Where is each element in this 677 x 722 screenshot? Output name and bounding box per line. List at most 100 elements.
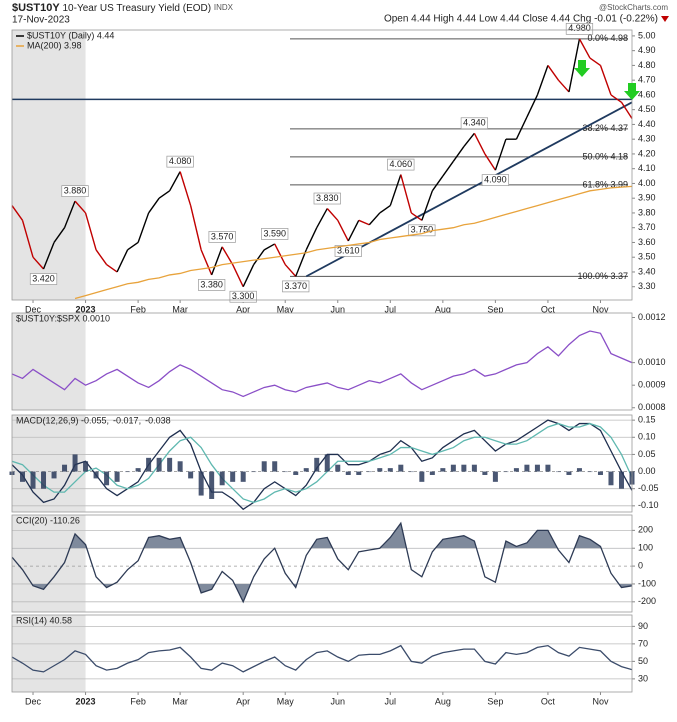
series-line [12,419,632,511]
price-segment [599,65,612,96]
y-tick-label: 0.00 [638,466,656,476]
histogram-bar [41,471,47,489]
y-tick-label: 0.05 [638,449,656,459]
price-segment [106,264,118,273]
fib-label: 100.0% 3.37 [577,271,628,281]
price-segment [358,219,370,226]
price-segment [84,212,97,251]
price-segment [463,132,475,147]
histogram-bar [261,461,267,472]
data-label: 3.420 [32,273,55,283]
histogram-bar [377,468,383,472]
date: 17-Nov-2023 [12,15,70,26]
prior-year-shade [12,313,86,410]
price-segment [421,190,433,221]
exchange: INDX [214,3,234,12]
histogram-bar [335,464,341,472]
fib-label: 61.8% 3.99 [582,179,628,189]
fib-label: 38.2% 4.37 [582,123,628,133]
x-tick-label: Feb [130,304,146,314]
price-segment [515,116,528,140]
panel-border [11,514,633,613]
prior-year-shade [12,515,86,612]
price-segment [74,200,87,214]
label-box [208,231,236,243]
price-segment [116,249,129,273]
histogram-bar [104,471,110,486]
source: @StockCharts.com [599,3,668,12]
price-segment [494,138,507,171]
price-segment [442,160,454,177]
histogram-bar [83,461,89,472]
histogram-bar [440,468,446,472]
histogram-bar [167,457,173,472]
y-tick-label: 0.15 [638,415,656,425]
price-segment [95,249,108,265]
label-box [460,117,488,130]
legend-entry: $UST10Y (Daily) 4.44 [27,30,114,40]
instrument-name: 10-Year US Treasury Yield (EOD) [62,3,211,14]
price-segment [32,256,45,270]
x-tick-label: Feb [130,696,146,706]
x-tick-label: Dec [25,696,42,706]
histogram-bar [282,471,288,473]
x-tick-label: Aug [435,304,451,314]
price-segment [452,146,465,162]
histogram-bar [398,464,404,472]
panel-background [12,313,632,410]
price-segment [379,205,391,214]
price-segment [263,243,276,251]
price-segment [179,171,192,206]
histogram-bar [408,471,414,473]
x-tick-label: Sep [487,304,503,314]
y-tick-label: 0.0008 [638,402,666,412]
price-segment [211,246,223,276]
histogram-bar [429,471,435,475]
legend-entry: MA(200) 3.98 [27,40,82,50]
label-box [481,174,510,187]
histogram-bar [503,471,509,473]
panels: 5.00 4.90 4.80 4.70 4.60 4.50 4.40 4.30 4.20 4.10… [9,23,666,706]
y-tick-label: 3.50 [638,252,656,262]
price-segment [127,241,139,251]
price-segment [410,212,423,221]
y-tick-label: 3.90 [638,193,656,203]
y-tick-label: 4.80 [638,60,656,70]
data-label: 4.980 [568,23,591,33]
price-segment [610,94,622,103]
histogram-bar [146,457,152,472]
price-segment [137,212,150,243]
label-box [29,273,58,285]
x-tick-label: Jun [331,696,346,706]
y-tick-label: 4.10 [638,163,656,173]
price-segment [253,249,265,265]
down-icon [661,16,669,22]
price-segment [347,220,360,242]
series-line [74,185,632,300]
price-segment [400,174,412,214]
y-tick-label: -0.05 [638,483,659,493]
data-label: 3.590 [263,228,286,238]
histogram-bar [62,464,68,472]
histogram-bar [272,461,278,472]
histogram-bar [251,471,257,473]
y-tick-label: 4.00 [638,178,656,188]
histogram-bar [114,471,120,482]
price-segment [547,65,560,81]
y-tick-label: 70 [638,638,648,648]
price-segment [316,208,328,229]
histogram-bar [555,471,561,473]
histogram-bar [93,471,99,479]
price-segment [42,242,55,270]
y-tick-label: 50 [638,656,648,666]
level-fill [12,523,632,549]
y-tick-label: 0 [638,560,643,570]
histogram-bar [177,461,183,472]
legend-entry: MACD(12,26,9) -0.055, [16,415,109,425]
price-segment [337,220,349,242]
price-segment [189,205,202,250]
data-label: 3.300 [232,291,255,301]
signal-arrow [574,60,590,77]
y-tick-label: 4.90 [638,45,656,55]
label-box [229,290,257,303]
